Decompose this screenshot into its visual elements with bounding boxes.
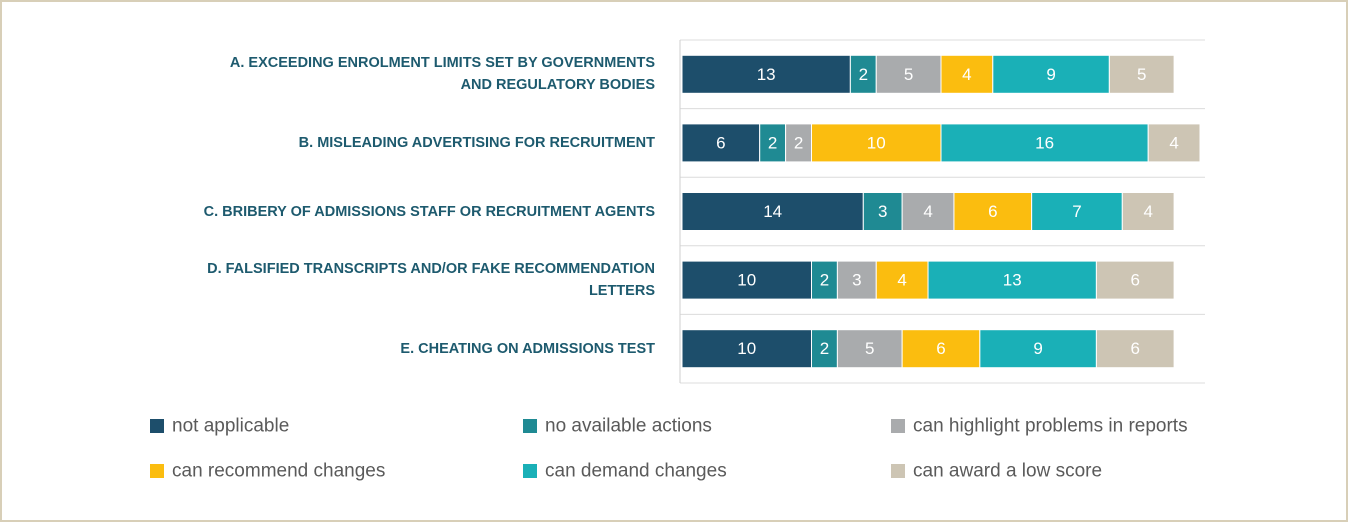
- value-label: 5: [865, 339, 874, 358]
- bar-segment: [1147, 123, 1201, 163]
- legend-label: can award a low score: [913, 461, 1102, 482]
- bar-segment: [681, 260, 812, 300]
- value-label: 9: [1033, 339, 1042, 358]
- bar-segment: [1095, 329, 1175, 369]
- value-label: 2: [768, 133, 777, 152]
- value-label: 4: [897, 271, 906, 290]
- legend-label: can demand changes: [545, 461, 727, 482]
- value-label: 2: [820, 339, 829, 358]
- bar-segment: [992, 54, 1110, 94]
- bar-segment: [927, 260, 1097, 300]
- value-label: 7: [1072, 202, 1081, 221]
- value-label: 14: [763, 202, 782, 221]
- bar-segment: [979, 329, 1097, 369]
- category-label: D. FALSIFIED TRANSCRIPTS AND/OR FAKE REC…: [207, 261, 655, 300]
- category-label: A. EXCEEDING ENROLMENT LIMITS SET BY GOV…: [229, 55, 655, 94]
- bar-segment: [681, 123, 761, 163]
- bar-segment: [875, 54, 942, 94]
- legend-swatch: [891, 419, 905, 433]
- value-label: 16: [1035, 133, 1054, 152]
- value-label: 6: [988, 202, 997, 221]
- value-label: 10: [737, 271, 756, 290]
- bar-segment: [681, 192, 864, 231]
- value-label: 2: [820, 271, 829, 290]
- legend-swatch: [891, 464, 905, 478]
- bar-segment: [940, 123, 1149, 163]
- category-label: C. BRIBERY OF ADMISSIONS STAFF OR RECRUI…: [203, 203, 655, 220]
- bar-segment: [681, 329, 812, 369]
- bar-segment: [811, 123, 942, 163]
- legend-label: no available actions: [545, 416, 712, 437]
- value-label: 5: [904, 65, 913, 84]
- category-label: E. CHEATING ON ADMISSIONS TEST: [400, 340, 655, 357]
- bar-segment: [875, 260, 929, 300]
- bar-segment: [953, 192, 1033, 231]
- value-label: 5: [1137, 65, 1146, 84]
- legend-label: can recommend changes: [172, 461, 385, 482]
- value-label: 13: [757, 65, 776, 84]
- bar-segment: [901, 192, 955, 231]
- value-label: 4: [1169, 133, 1178, 152]
- value-label: 4: [962, 65, 971, 84]
- value-label: 9: [1046, 65, 1055, 84]
- bar-segment: [681, 54, 851, 94]
- bar-segment: [1121, 192, 1175, 231]
- value-label: 3: [878, 202, 887, 221]
- value-label: 6: [716, 133, 725, 152]
- bar-segment: [1108, 54, 1175, 94]
- value-label: 10: [867, 133, 886, 152]
- value-label: 6: [1131, 271, 1140, 290]
- category-label: B. MISLEADING ADVERTISING FOR RECRUITMEN…: [298, 134, 655, 151]
- legend-swatch: [150, 464, 164, 478]
- bar-segment: [940, 54, 994, 94]
- legend-swatch: [523, 419, 537, 433]
- legend-swatch: [150, 419, 164, 433]
- value-label: 3: [852, 271, 861, 290]
- value-label: 10: [737, 339, 756, 358]
- value-label: 4: [1143, 202, 1152, 221]
- legend-label: can highlight problems in reports: [913, 416, 1188, 437]
- value-label: 6: [936, 339, 945, 358]
- value-label: 4: [923, 202, 932, 221]
- legend-swatch: [523, 464, 537, 478]
- bar-segment: [811, 260, 838, 300]
- bar-segment: [849, 54, 877, 94]
- value-label: 2: [794, 133, 803, 152]
- bar-segment: [1095, 260, 1175, 300]
- legend-label: not applicable: [172, 416, 289, 437]
- value-label: 6: [1131, 339, 1140, 358]
- value-label: 2: [859, 65, 868, 84]
- value-label: 13: [1003, 271, 1022, 290]
